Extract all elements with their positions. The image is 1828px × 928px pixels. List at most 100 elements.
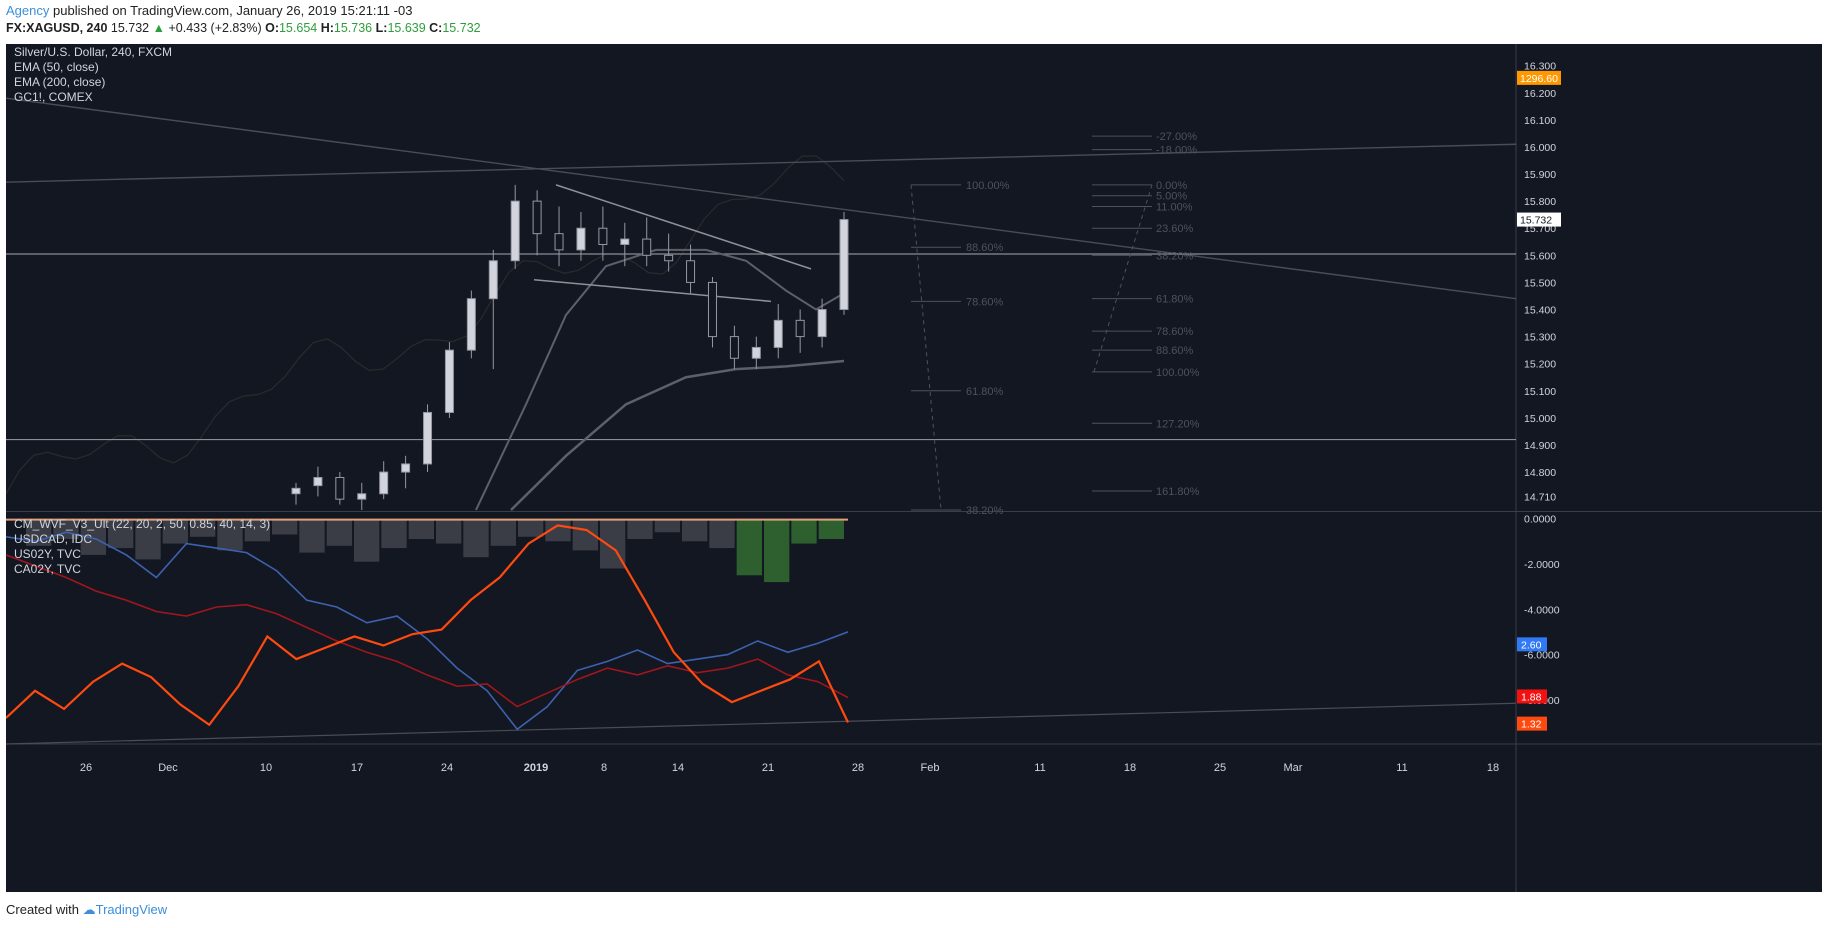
candle-body [686,260,696,283]
y-tick-label: 15.500 [1524,277,1556,289]
wvf-histogram-bar [436,518,462,544]
y-tick-label: 15.100 [1524,386,1556,398]
x-tick-label: 14 [672,762,684,774]
fib-right-label: 61.80% [1156,294,1194,306]
y-tick-label: 15.600 [1524,250,1556,262]
lower-legend-item: CA02Y, TVC [14,562,81,576]
fib-left-trendline [910,184,942,511]
candle [751,336,761,370]
fib-left-label: 100.00% [966,180,1010,192]
candle [686,244,696,294]
chart-frame[interactable]: 26 Dec 10 17 24 2019 8 14 21 28 Feb 11 18 25 Mar 11 18 16… [5,44,1822,892]
price-tag [1517,70,1561,85]
fib-right-label: 0.00% [1156,180,1187,192]
candle [642,217,652,267]
x-tick-label: Feb [921,762,940,774]
lower-legend-item: CM_WVF_V3_Ult (22, 20, 2, 50, 0.85, 40, … [14,517,270,531]
candle [576,211,586,261]
lower-y-tick-label: -4.0000 [1524,604,1560,616]
lower-y-tick-label: -6.0000 [1524,650,1560,662]
candle [444,342,454,418]
candle-body [642,238,652,256]
wvf-histogram-bar [354,518,380,562]
x-tick-label: 26 [80,762,92,774]
candle-body [313,476,323,487]
wvf-histogram-bar [162,518,188,544]
main-legend-item: GC1!, COMEX [14,90,93,104]
series-line [5,554,849,708]
fib-left-label: 88.60% [966,242,1004,254]
wvf-histogram-bar [244,518,270,542]
candle-body [357,493,367,500]
fib-right-label: 100.00% [1156,367,1200,379]
candle-body [510,200,520,262]
candle-body [839,219,849,311]
wvf-histogram-bar [709,518,735,549]
y-tick-label: 16.000 [1524,142,1556,154]
wvf-histogram-bar [381,518,407,549]
candle [817,298,827,348]
low-value: 15.639 [387,21,426,35]
close-label: C: [429,21,443,35]
candle [620,222,630,267]
y-tick-label: 14.900 [1524,440,1556,452]
fib-left-label: 61.80% [966,386,1004,398]
x-tick-label: 11 [1396,762,1407,774]
candle [401,455,411,489]
lower-price-tag [1517,716,1547,731]
wvf-histogram-bar [818,518,844,540]
x-tick-label: 18 [1487,762,1499,774]
wvf-histogram-bar [490,518,516,546]
candle-body [401,463,411,473]
candle [466,290,476,359]
lower-trend-line [5,702,1517,745]
tradingview-logo-icon[interactable]: ☁ [82,902,96,917]
fib-right-label: -18.00% [1156,145,1197,157]
publisher-link[interactable]: Agency [6,3,50,18]
candle-body [729,336,739,359]
x-tick-label: 11 [1034,762,1045,774]
wvf-histogram-bar [135,518,161,560]
candle-body [795,319,805,338]
wvf-histogram-bar [299,518,325,553]
candle-body [620,238,630,245]
fib-right-label: 23.60% [1156,223,1194,235]
candle-body [751,346,761,359]
fib-right-label: 88.60% [1156,345,1194,357]
y-tick-label: 15.900 [1524,169,1556,181]
fib-right-label: 127.20% [1156,418,1200,430]
price-tag-label: 15.732 [1520,215,1552,227]
price-tag [1517,212,1561,227]
chart-svg[interactable]: 26 Dec 10 17 24 2019 8 14 21 28 Feb 11 18 25 Mar 11 18 16… [5,44,1822,892]
tradingview-link[interactable]: TradingView [95,902,168,917]
fib-right-trendline [1093,184,1153,372]
candle [664,233,674,272]
candle-body [554,233,564,251]
wvf-histogram-bar [791,518,817,544]
main-legend-item: EMA (50, close) [14,60,99,74]
x-tick-label: Mar [1284,762,1303,774]
wvf-histogram-bar [764,518,790,583]
open-value: 15.654 [278,21,318,35]
main-legend-item: Silver/U.S. Dollar, 240, FXCM [14,45,172,59]
candle-body [532,200,542,235]
high-label: H: [320,21,334,35]
fib-right-label: 11.00% [1156,202,1193,214]
candle [598,206,608,261]
candle [510,184,520,269]
y-tick-label: 16.200 [1524,88,1556,100]
y-tick-label: 14.710 [1524,491,1556,503]
candle-body [444,349,454,413]
ema200-line [510,359,845,511]
candle [839,211,849,315]
candle [313,466,323,497]
candle [423,404,433,473]
fib-right-label: -27.00% [1156,131,1197,143]
wvf-histogram-bar [654,518,680,533]
lower-price-tag [1517,637,1547,652]
wvf-histogram-bar [272,518,298,535]
wvf-histogram-bar [518,518,544,537]
candle [795,309,805,353]
candle-body [423,411,433,465]
wvf-histogram-bar [190,518,216,537]
